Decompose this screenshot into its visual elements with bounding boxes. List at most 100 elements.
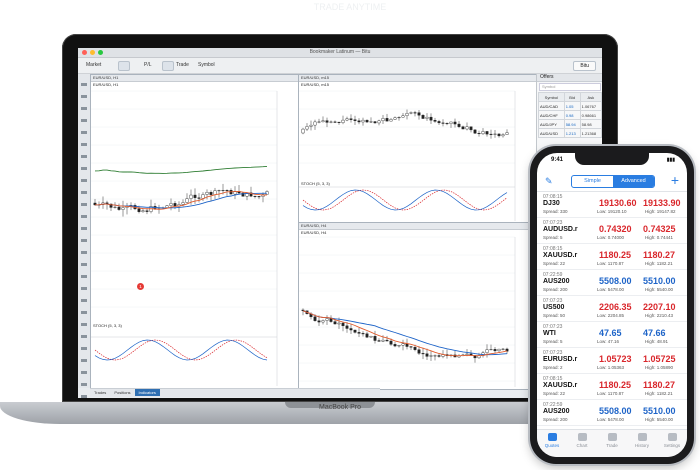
column-header[interactable]: Symbol xyxy=(538,92,565,102)
quote-row[interactable]: 07:08:15 XAUUSD.r Spread: 22 1180.25 1180.27… xyxy=(537,245,687,270)
chart-title: EUR/USD, H1 xyxy=(93,82,119,87)
quote-bid[interactable]: 5508.00 xyxy=(599,276,632,286)
tab-trades[interactable]: Trades xyxy=(94,390,107,395)
quotes-icon xyxy=(547,433,557,441)
quote-bid[interactable]: 1180.25 xyxy=(599,250,632,260)
offers-title: Offers xyxy=(537,74,602,82)
tab-quotes[interactable]: Quotes xyxy=(537,430,567,457)
tab-trade[interactable]: Trade xyxy=(597,430,627,457)
toolbar-button[interactable] xyxy=(118,61,130,71)
column-header[interactable]: Bid xyxy=(563,92,581,102)
table-row[interactable]: AUD/CHF 0.98 0.98661 xyxy=(538,110,602,120)
quote-symbol: AUS200 xyxy=(543,408,570,415)
quote-spread: Spread: 200 xyxy=(543,417,568,422)
quote-high: High: 1182.21 xyxy=(645,261,673,266)
window-controls[interactable] xyxy=(82,50,103,55)
battery-icon: ▮▮▮ xyxy=(666,157,675,163)
segment-simple[interactable]: Simple xyxy=(584,178,601,184)
column-header[interactable]: Ask xyxy=(579,92,602,102)
quote-spread: Spread: 22 xyxy=(543,391,566,396)
symbol-search-input[interactable]: Symbol xyxy=(539,83,601,91)
quote-symbol: WTI xyxy=(543,330,556,337)
offer-symbol: AUD/USD xyxy=(538,128,565,138)
quote-high: High: 1.05890 xyxy=(645,365,674,370)
quote-row[interactable]: 07:07:23 WTI Spread: 5 47.65 47.66 Low: 47.16… xyxy=(537,323,687,348)
mode-segmented-control[interactable]: Simple Advanced xyxy=(571,175,655,188)
tab-label: Settings xyxy=(663,443,681,448)
phone-nav-bar: ✎ Simple Advanced + xyxy=(537,171,687,192)
table-row[interactable]: AUD/USD 1.213 1.21368 xyxy=(538,128,602,138)
quote-spread: Spread: 2 xyxy=(543,365,563,370)
quote-ask[interactable]: 5510.00 xyxy=(643,276,676,286)
tab-indicators[interactable]: Indicators xyxy=(134,389,160,396)
chart-header: EUR/USD, m15 xyxy=(299,75,537,82)
quote-ask[interactable]: 47.66 xyxy=(643,328,666,338)
chart-canvas-h1[interactable] xyxy=(91,75,299,388)
quote-ask[interactable]: 19133.90 xyxy=(643,198,681,208)
quote-row[interactable]: 07:07:23 US500 Spread: 50 2206.35 2207.10 Low… xyxy=(537,297,687,322)
laptop-screen: Bookmaker Latinum — Bitu Market P/L Trad… xyxy=(78,48,602,398)
tab-settings[interactable]: Settings xyxy=(657,430,687,457)
edit-icon[interactable]: ✎ xyxy=(545,176,553,186)
chart-title: EUR/USD, m15 xyxy=(301,82,330,87)
tab-positions[interactable]: Positions xyxy=(114,390,131,395)
quote-time: 07:08:15 xyxy=(543,246,563,252)
zoom-icon[interactable] xyxy=(98,50,103,55)
quote-bid[interactable]: 0.74320 xyxy=(599,224,632,234)
chart-canvas-m15[interactable] xyxy=(299,75,537,223)
quote-row[interactable]: 07:22:59 AUS200 Spread: 200 5508.00 5510.00 L… xyxy=(537,271,687,296)
add-symbol-icon[interactable]: + xyxy=(670,172,679,188)
tab-history[interactable]: History xyxy=(627,430,657,457)
quote-ask[interactable]: 1.05725 xyxy=(643,354,676,364)
chart-window-h1[interactable]: EUR/USD, H1 EUR/USD, H1 STOCH (5, 3, 3) xyxy=(90,74,300,389)
quote-low: Low: 19120.10 xyxy=(597,209,627,214)
status-time: 9:41 xyxy=(551,157,564,163)
chart-window-h4[interactable]: EUR/USD, H4 EUR/USD, H4 xyxy=(298,222,538,390)
quote-bid[interactable]: 5508.00 xyxy=(599,406,632,416)
quote-bid[interactable]: 47.65 xyxy=(599,328,622,338)
quote-row[interactable]: 07:07:23 EURUSD.r Spread: 2 1.05723 1.05725 L… xyxy=(537,349,687,374)
quote-row[interactable]: 07:08:15 DJ30 Spread: 330 19130.60 19133.90 L… xyxy=(537,193,687,218)
tab-chart[interactable]: Chart xyxy=(567,430,597,457)
segment-advanced[interactable]: Advanced xyxy=(613,176,654,187)
quote-ask[interactable]: 5510.00 xyxy=(643,406,676,416)
indicator-label: STOCH (5, 3, 3) xyxy=(301,181,330,186)
table-row[interactable]: AUD/CAD 1.05 1.06767 xyxy=(538,101,602,111)
close-icon[interactable] xyxy=(82,50,87,55)
quote-symbol: AUDUSD.r xyxy=(543,226,578,233)
quote-time: 07:07:23 xyxy=(543,324,563,330)
offer-ask: 1.06767 xyxy=(579,101,602,111)
quote-bid[interactable]: 1180.25 xyxy=(599,380,632,390)
quote-ask[interactable]: 2207.10 xyxy=(643,302,676,312)
toolbar-pl[interactable]: P/L xyxy=(144,62,152,68)
quote-row[interactable]: 07:22:59 AUS200 Spread: 200 5508.00 5510.00 L… xyxy=(537,401,687,426)
quote-low: Low: 47.16 xyxy=(597,339,620,344)
quote-row[interactable]: 07:08:15 XAUUSD.r Spread: 22 1180.25 1180.27… xyxy=(537,375,687,400)
quote-spread: Spread: 22 xyxy=(543,261,566,266)
phone-notch xyxy=(575,153,649,165)
toolbar-symbol[interactable]: Symbol xyxy=(198,62,215,68)
chart-window-m15[interactable]: EUR/USD, m15 EUR/USD, m15 STOCH (5, 3, 3… xyxy=(298,74,538,224)
toolbar-trade[interactable]: Trade xyxy=(176,62,189,68)
chart-canvas-h4[interactable] xyxy=(299,223,537,389)
toolbar-market[interactable]: Market xyxy=(86,62,102,68)
quote-bid[interactable]: 2206.35 xyxy=(599,302,632,312)
minimize-icon[interactable] xyxy=(90,50,95,55)
laptop-opening-notch xyxy=(285,402,375,408)
quote-symbol: XAUUSD.r xyxy=(543,252,578,259)
window-title: Bookmaker Latinum — Bitu xyxy=(309,49,371,55)
quote-bid[interactable]: 1.05723 xyxy=(599,354,632,364)
quote-row[interactable]: 07:07:23 AUDUSD.r Spread: 5 0.74320 0.74325 L… xyxy=(537,219,687,244)
phone-tab-bar: Quotes Chart Trade History Settings xyxy=(537,429,687,457)
user-button[interactable]: Bitu xyxy=(573,61,596,71)
table-row[interactable]: AUD/JPY 58.94 58.98 xyxy=(538,119,602,129)
toolbar-button[interactable] xyxy=(162,61,174,71)
quote-bid[interactable]: 19130.60 xyxy=(599,198,637,208)
quote-ask[interactable]: 1180.27 xyxy=(643,380,676,390)
offer-bid: 1.05 xyxy=(563,101,581,111)
laptop-brand: MacBook Pro xyxy=(318,404,362,411)
quote-ask[interactable]: 0.74325 xyxy=(643,224,676,234)
indicator-label: STOCH (5, 3, 3) xyxy=(93,323,122,328)
quote-ask[interactable]: 1180.27 xyxy=(643,250,676,260)
drawing-tools[interactable] xyxy=(78,74,91,398)
